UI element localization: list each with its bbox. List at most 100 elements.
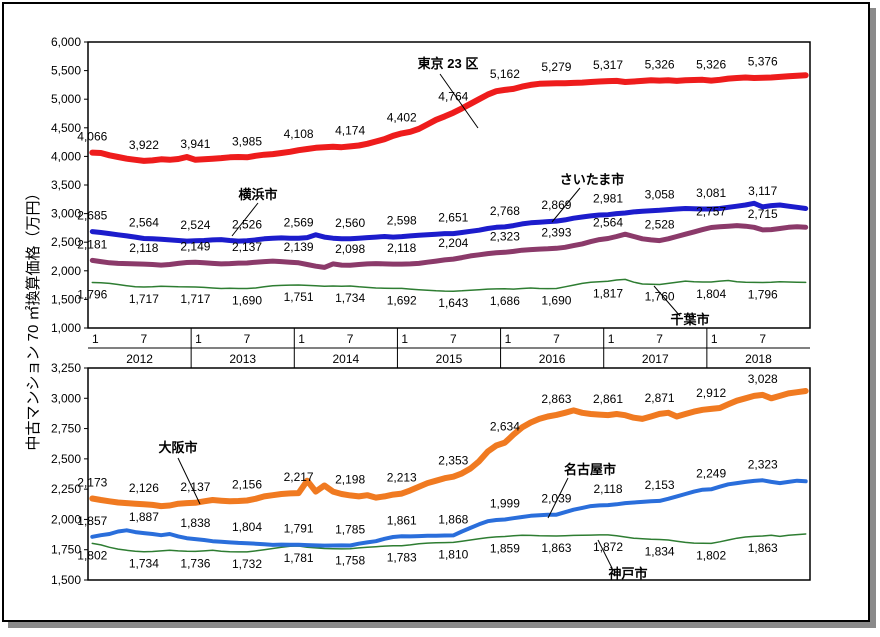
data-label-saitama: 3,081 <box>696 186 726 200</box>
y-tick-label: 4,500 <box>51 121 81 135</box>
data-label-osaka: 2,126 <box>129 481 159 495</box>
data-label-yokohama: 2,204 <box>438 236 468 250</box>
y-tick-label: 2,250 <box>51 482 81 496</box>
data-label-saitama: 2,524 <box>180 218 210 232</box>
data-label-tokyo: 3,985 <box>232 134 262 148</box>
series-name-chiba: 千葉市 <box>670 312 709 327</box>
y-tick-label: 5,500 <box>51 64 81 78</box>
year-label: 2015 <box>436 352 463 366</box>
series-name-yokohama: さいたま市 <box>560 172 625 187</box>
y-tick-label: 3,000 <box>51 207 81 221</box>
data-label-yokohama: 2,323 <box>490 229 520 243</box>
data-label-saitama: 2,981 <box>593 192 623 206</box>
data-label-tokyo: 5,317 <box>593 58 623 72</box>
data-label-kobe: 1,857 <box>77 514 107 528</box>
data-label-yokohama: 2,715 <box>748 207 778 221</box>
data-label-kobe: 1,785 <box>335 522 365 536</box>
data-label-kobe: 2,039 <box>541 492 571 506</box>
data-label-osaka: 3,028 <box>748 372 778 386</box>
month-label: 7 <box>141 332 148 346</box>
data-label-nagoya: 1,758 <box>335 554 365 568</box>
month-label: 1 <box>711 332 718 346</box>
data-label-nagoya: 1,859 <box>490 542 520 556</box>
data-label-chiba: 1,717 <box>129 292 159 306</box>
y-tick-label: 1,750 <box>51 543 81 557</box>
data-label-osaka: 2,198 <box>335 472 365 486</box>
series-callout-line-chiba <box>653 285 681 317</box>
data-label-osaka: 2,863 <box>541 392 571 406</box>
series-callout-line-kobe <box>597 539 613 569</box>
y-tick-label: 2,000 <box>51 264 81 278</box>
data-label-saitama: 2,869 <box>541 198 571 212</box>
month-label: 7 <box>553 332 560 346</box>
data-label-saitama: 2,598 <box>387 214 417 228</box>
data-label-saitama: 2,768 <box>490 204 520 218</box>
series-name-kobe: 神戸市 <box>608 566 647 581</box>
data-label-saitama: 2,560 <box>335 216 365 230</box>
data-label-chiba: 1,817 <box>593 286 623 300</box>
series-line-tokyo <box>89 72 809 164</box>
month-label: 7 <box>656 332 663 346</box>
y-tick-label: 1,500 <box>51 573 81 587</box>
y-tick-label: 2,000 <box>51 512 81 526</box>
data-label-tokyo: 5,326 <box>645 58 675 72</box>
series-callout-line-osaka <box>177 457 201 505</box>
y-tick-label: 1,500 <box>51 292 81 306</box>
data-label-saitama: 2,651 <box>438 211 468 225</box>
series-line-osaka <box>89 388 809 510</box>
y-tick-label: 3,000 <box>51 391 81 405</box>
bottom-panel: 1,500 1,750 2,000 2,250 2,500 2,750 3,000 3,250… <box>51 361 809 587</box>
data-label-tokyo: 4,174 <box>335 123 365 137</box>
data-label-yokohama: 2,118 <box>387 241 416 255</box>
data-label-kobe: 2,118 <box>593 482 622 496</box>
data-label-osaka: 2,634 <box>490 420 520 434</box>
data-label-kobe: 2,323 <box>748 457 778 471</box>
data-label-kobe: 2,153 <box>645 478 675 492</box>
y-tick-label: 4,000 <box>51 149 81 163</box>
data-label-yokohama: 2,528 <box>645 218 675 232</box>
month-label: 1 <box>92 332 99 346</box>
year-label: 2013 <box>229 352 256 366</box>
series-name-nagoya: 名古屋市 <box>564 462 616 477</box>
data-label-tokyo: 5,279 <box>541 60 571 74</box>
data-label-kobe: 1,861 <box>387 513 417 527</box>
data-label-chiba: 1,751 <box>284 290 314 304</box>
data-label-yokohama: 2,098 <box>335 242 365 256</box>
data-label-nagoya: 1,781 <box>284 551 314 565</box>
data-label-saitama: 2,569 <box>284 215 314 229</box>
data-label-saitama: 2,564 <box>129 216 159 230</box>
y-tick-label: 6,000 <box>51 35 81 49</box>
data-label-osaka: 2,912 <box>696 386 726 400</box>
data-label-saitama: 3,058 <box>645 187 675 201</box>
series-name-osaka: 大阪市 <box>158 440 197 455</box>
data-label-saitama: 2,526 <box>232 218 262 232</box>
data-label-nagoya: 1,732 <box>232 557 262 571</box>
month-label: 1 <box>195 332 202 346</box>
data-label-chiba: 1,690 <box>541 294 571 308</box>
data-label-yokohama: 2,564 <box>593 216 623 230</box>
year-label: 2017 <box>642 352 669 366</box>
data-label-nagoya: 1,863 <box>748 541 778 555</box>
data-label-yokohama: 2,149 <box>180 239 210 253</box>
data-label-chiba: 1,692 <box>387 293 417 307</box>
data-label-yokohama: 2,393 <box>541 225 571 239</box>
month-label: 1 <box>401 332 408 346</box>
data-label-chiba: 1,760 <box>645 290 675 304</box>
month-label: 7 <box>759 332 766 346</box>
data-label-tokyo: 4,066 <box>77 130 107 144</box>
y-tick-label: 2,500 <box>51 235 81 249</box>
data-label-chiba: 1,643 <box>438 296 468 310</box>
data-label-osaka: 2,213 <box>387 471 417 485</box>
year-label: 2014 <box>333 352 360 366</box>
data-label-kobe: 1,887 <box>129 510 159 524</box>
month-label: 1 <box>608 332 615 346</box>
series-callout-line-saitama <box>231 202 259 237</box>
data-label-saitama: 3,117 <box>748 184 777 198</box>
data-label-nagoya: 1,783 <box>387 551 417 565</box>
data-label-tokyo: 5,376 <box>748 55 778 69</box>
data-label-nagoya: 1,810 <box>438 547 468 561</box>
y-tick-label: 2,750 <box>51 422 81 436</box>
data-label-osaka: 2,137 <box>180 480 210 494</box>
